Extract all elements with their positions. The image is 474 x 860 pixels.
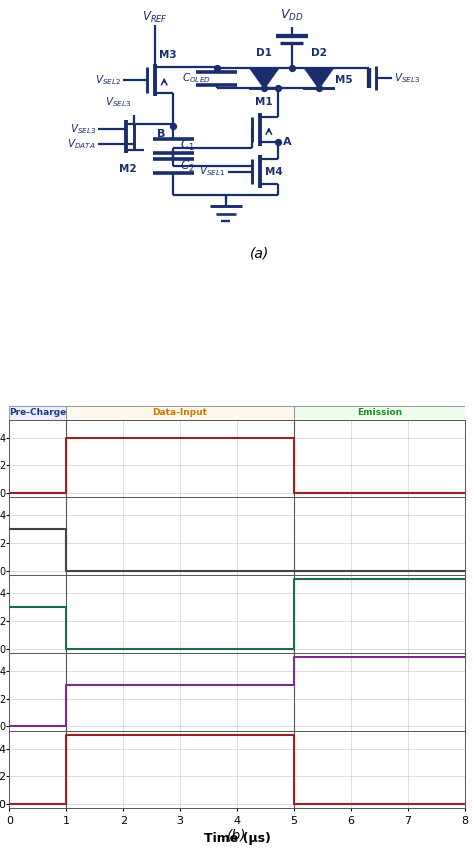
Text: $V_{REF}$: $V_{REF}$ (142, 10, 168, 25)
Point (274, 82, 282, 95)
Point (170, 119, 177, 132)
Text: M3: M3 (159, 50, 176, 60)
Text: $C_2$: $C_2$ (180, 158, 195, 174)
Text: $V_{SEL2}$: $V_{SEL2}$ (95, 73, 121, 87)
Text: $V_{SEL1}$: $V_{SEL1}$ (199, 164, 226, 179)
Text: $C_1$: $C_1$ (180, 138, 195, 153)
Text: $C_{OLED}$: $C_{OLED}$ (182, 71, 211, 85)
Text: M4: M4 (265, 168, 283, 177)
Text: $V_{DD}$: $V_{DD}$ (280, 8, 303, 23)
Point (288, 61, 295, 75)
Text: $V_{SEL3}$: $V_{SEL3}$ (394, 71, 420, 85)
Y-axis label: $V_{SEL2}$: $V_{SEL2}$ (0, 522, 3, 550)
Text: D2: D2 (311, 48, 327, 58)
Text: $V_{SEL3}$: $V_{SEL3}$ (70, 122, 96, 137)
Text: Pre-Charge: Pre-Charge (9, 408, 66, 417)
Polygon shape (250, 68, 279, 89)
Y-axis label: $V_{DD}$: $V_{DD}$ (0, 681, 3, 703)
Y-axis label: $V_{SEL3}$: $V_{SEL3}$ (0, 445, 3, 472)
Text: (a): (a) (250, 247, 269, 261)
Point (261, 82, 268, 95)
Text: $V_{DATA}$: $V_{DATA}$ (67, 138, 96, 151)
Text: $V_{SEL3}$: $V_{SEL3}$ (106, 95, 132, 109)
Point (274, 135, 282, 149)
Y-axis label: $V_{SEL1}$: $V_{SEL1}$ (0, 600, 3, 628)
Text: M5: M5 (336, 75, 353, 85)
Bar (294, 406, 465, 420)
Bar (9, 406, 66, 420)
Text: D1: D1 (256, 48, 272, 58)
Point (315, 82, 323, 95)
Text: Data-Input: Data-Input (153, 408, 208, 417)
Text: B: B (157, 130, 165, 139)
X-axis label: Time (μs): Time (μs) (203, 832, 271, 845)
Text: Emission: Emission (356, 408, 402, 417)
Text: (b): (b) (227, 828, 247, 842)
Bar (66, 406, 294, 420)
Y-axis label: $V_{DATA}$: $V_{DATA}$ (0, 754, 2, 784)
Polygon shape (304, 68, 334, 89)
Point (213, 61, 220, 75)
Text: M1: M1 (255, 96, 273, 107)
Text: M2: M2 (119, 164, 137, 175)
Text: A: A (283, 138, 292, 147)
